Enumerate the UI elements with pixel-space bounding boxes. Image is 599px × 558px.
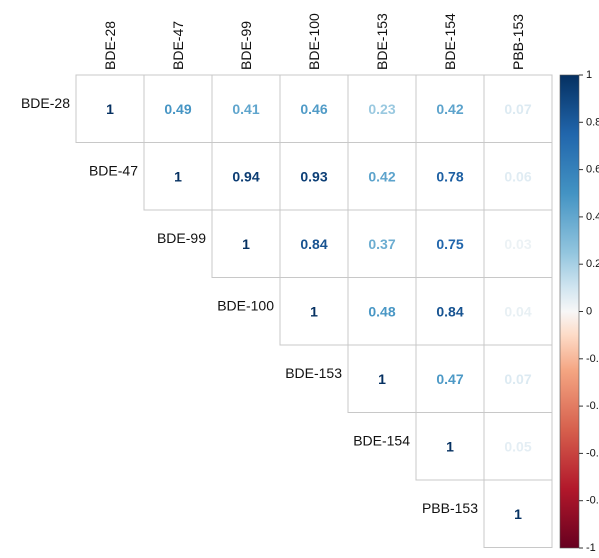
heatmap-cell [347,344,417,413]
cell-value: 1 [242,236,250,252]
column-label: BDE-154 [442,13,458,70]
row-label: BDE-47 [89,162,138,178]
colorbar-tick-label: -0.6 [586,447,599,459]
colorbar-tick-label: 0 [586,306,592,318]
colorbar-tick-label: 0.8 [586,116,599,128]
cell-value: 0.42 [436,101,463,117]
colorbar [559,74,580,549]
heatmap-cell [211,209,281,278]
colorbar-tick-label: 1 [586,69,592,81]
heatmap-cell [415,209,485,278]
heatmap-cell [483,277,553,346]
row-label: BDE-100 [217,297,274,313]
row-label: BDE-153 [285,365,342,381]
heatmap-cell [347,277,417,346]
cell-value: 0.03 [504,236,531,252]
cell-value: 0.42 [368,168,395,184]
column-label: BDE-47 [170,21,186,70]
cell-value: 0.75 [436,236,463,252]
colorbar-tick-label: 0.2 [586,258,599,270]
colorbar-tick-label: -1 [586,542,596,554]
cell-value: 1 [174,168,182,184]
cell-value: 0.47 [436,371,463,387]
column-label: PBB-153 [510,14,526,70]
heatmap-grid [75,74,553,548]
cell-value: 0.07 [504,371,531,387]
cell-value: 0.48 [368,303,395,319]
heatmap-cell [415,142,485,211]
heatmap-cell [483,479,553,548]
cell-value: 0.41 [232,101,259,117]
row-label: BDE-99 [157,230,206,246]
cell-value: 0.23 [368,101,395,117]
heatmap-values: 1 0.49 0.41 0.46 0.23 0.42 0.07 1 0.94 0.93 0.42 0.… [106,101,532,522]
cell-value: 1 [514,506,522,522]
heatmap-cell [483,344,553,413]
heatmap-cell [279,142,349,211]
column-label: BDE-153 [374,13,390,70]
cell-value: 0.05 [504,438,531,454]
column-label: BDE-100 [306,13,322,70]
cell-value: 0.07 [504,101,531,117]
row-label: BDE-154 [353,432,410,448]
cell-value: 0.93 [300,168,327,184]
cell-value: 0.37 [368,236,395,252]
column-label: BDE-28 [102,21,118,70]
cell-value: 1 [446,438,454,454]
cell-value: 0.04 [504,303,531,319]
cell-value: 0.94 [232,168,259,184]
heatmap-cell [143,142,213,211]
cell-value: 1 [310,303,318,319]
heatmap-cell [483,209,553,278]
heatmap-cell [143,74,213,143]
cell-value: 1 [106,101,114,117]
colorbar-tick-label: -0.8 [586,495,599,507]
cell-value: 1 [378,371,386,387]
colorbar-tick-label: 0.4 [586,211,599,223]
cell-value: 0.84 [436,303,463,319]
colorbar-tick-label: -0.4 [586,400,599,412]
cell-value: 0.84 [300,236,327,252]
heatmap-cell [483,412,553,481]
heatmap-cell [415,277,485,346]
colorbar-tick-label: -0.2 [586,353,599,365]
heatmap-cell [279,74,349,143]
heatmap-cell [75,74,145,143]
cell-value: 0.46 [300,101,327,117]
heatmap-cell [415,74,485,143]
row-label: BDE-28 [21,95,70,111]
cell-value: 0.78 [436,168,463,184]
heatmap-cell [211,74,281,143]
cell-value: 0.06 [504,168,531,184]
column-label: BDE-99 [238,21,254,70]
cell-value: 0.49 [164,101,191,117]
colorbar-tick-label: 0.6 [586,164,599,176]
heatmap-cell [279,277,349,346]
row-label: PBB-153 [422,500,478,516]
heatmap-cell [347,209,417,278]
